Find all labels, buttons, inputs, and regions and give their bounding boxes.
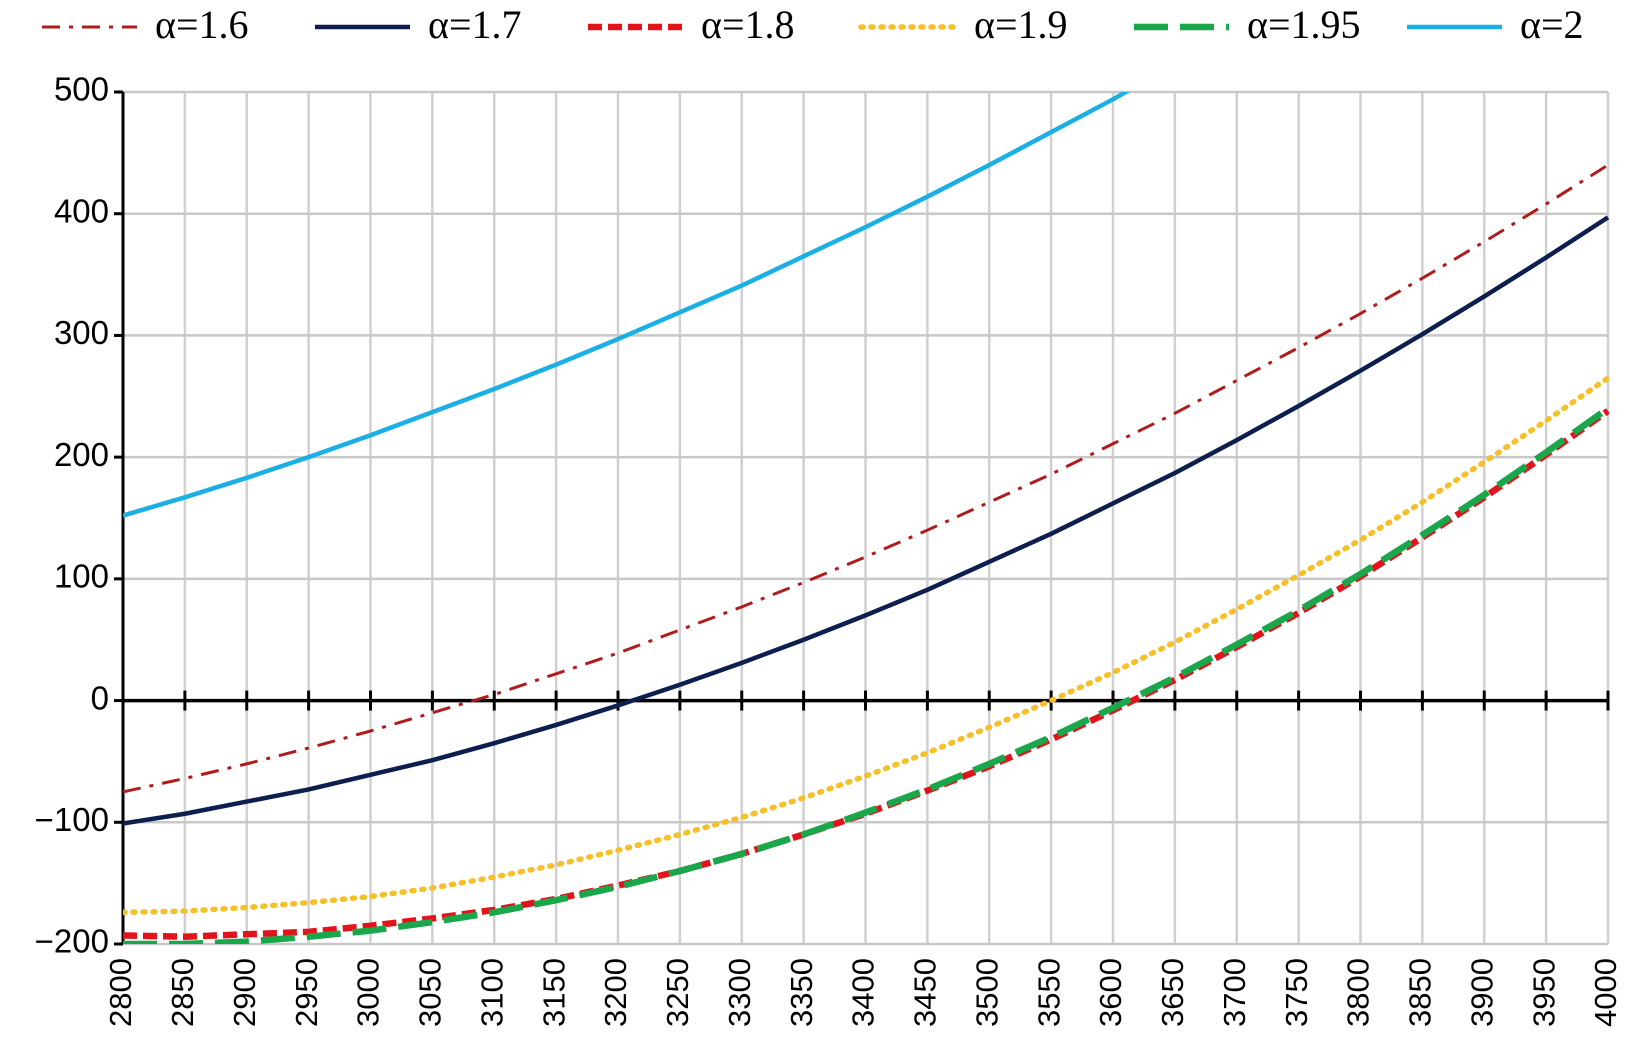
x-tick-label: 2950	[289, 958, 324, 1027]
plot-area	[123, 92, 1609, 944]
y-tick-label: −100	[35, 801, 109, 838]
legend-label: α=1.9	[974, 2, 1068, 47]
x-tick-label: 2800	[103, 958, 138, 1027]
series-line	[123, 215, 1609, 826]
legend-label: α=1.7	[428, 2, 522, 47]
y-tick-label: 400	[54, 192, 109, 229]
x-tick-label: 3000	[351, 958, 386, 1027]
legend-label: α=2	[1520, 2, 1584, 47]
series-line	[123, 405, 1609, 944]
x-tick-label: 3300	[722, 958, 757, 1027]
x-tick-label: 3650	[1155, 958, 1190, 1027]
legend-label: α=1.6	[155, 2, 249, 47]
x-tick-label: 3750	[1279, 958, 1314, 1027]
x-tick-label: 3900	[1464, 958, 1499, 1027]
x-tick-label: 3400	[846, 958, 881, 1027]
x-tick-label: 3550	[1031, 958, 1066, 1027]
x-tick-label: 3200	[598, 958, 633, 1027]
x-tick-label: 3800	[1341, 958, 1376, 1027]
series-line	[123, 375, 1609, 916]
x-tick-label: 3150	[536, 958, 571, 1027]
x-tick-label: 3600	[1093, 958, 1128, 1027]
series-line	[123, 92, 1131, 518]
y-tick-label: 200	[54, 436, 109, 473]
x-tick-label: 3850	[1403, 958, 1438, 1027]
x-tick-label: 3950	[1526, 958, 1561, 1027]
legend-label: α=1.95	[1247, 2, 1361, 47]
x-tick-label: 3100	[474, 958, 509, 1027]
series-line	[123, 163, 1609, 794]
x-tick-label: 3350	[784, 958, 819, 1027]
x-tick-label: 3500	[969, 958, 1004, 1027]
legend-label: α=1.8	[701, 2, 795, 47]
x-tick-label: 3450	[908, 958, 943, 1027]
x-tick-label: 4000	[1588, 958, 1623, 1027]
y-tick-label: 100	[54, 558, 109, 595]
y-tick-label: 0	[91, 679, 109, 716]
y-tick-label: −200	[35, 923, 109, 960]
legend: α=1.6 α=1.7 α=1.8 α=1.9 α=1.95 α=2	[42, 2, 1584, 47]
x-tick-label: 2850	[165, 958, 200, 1027]
x-tick-label: 3700	[1217, 958, 1252, 1027]
y-tick-label: 500	[54, 71, 109, 108]
x-tick-label: 3250	[660, 958, 695, 1027]
y-tick-label: 300	[54, 314, 109, 351]
x-tick-label: 3050	[413, 958, 448, 1027]
x-tick-label: 2900	[227, 958, 262, 1027]
